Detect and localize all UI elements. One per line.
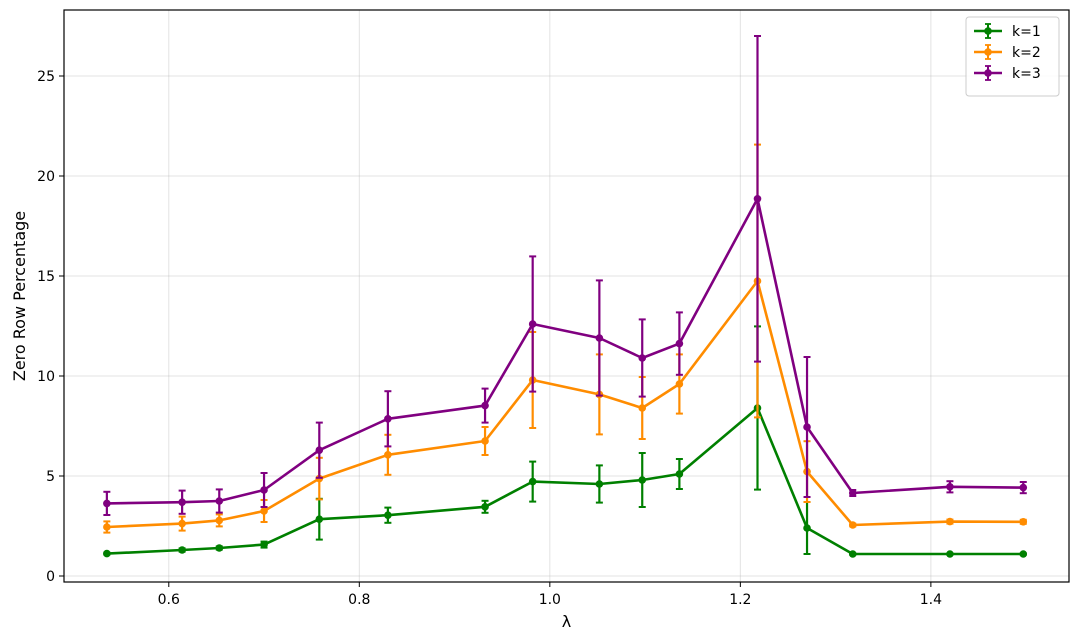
data-point <box>384 415 392 423</box>
data-point <box>178 546 186 554</box>
data-point <box>1019 483 1028 492</box>
x-axis-label: λ <box>562 612 571 631</box>
legend-swatch-marker <box>984 48 992 56</box>
y-axis-label: Zero Row Percentage <box>10 211 29 381</box>
plot-area-frame <box>63 9 1070 583</box>
data-point <box>103 549 111 558</box>
x-tick-label: 0.8 <box>348 592 370 608</box>
legend-label: k=3 <box>1012 66 1041 82</box>
data-point <box>675 380 684 388</box>
y-tick-label: 25 <box>37 69 55 85</box>
legend: k=1 k=2 k=3 <box>965 16 1060 97</box>
data-point <box>384 451 392 459</box>
series-line <box>106 197 1024 505</box>
legend-item: k=3 <box>974 65 1041 82</box>
data-point <box>481 503 489 511</box>
series-layer <box>103 35 1028 558</box>
data-point <box>753 195 762 203</box>
data-point <box>315 515 324 523</box>
series-line <box>106 279 1024 529</box>
data-point <box>260 507 268 515</box>
data-point <box>528 477 537 486</box>
data-point <box>384 511 392 519</box>
legend-item: k=1 <box>974 23 1041 40</box>
legend-swatch-marker <box>984 27 992 35</box>
data-point <box>1019 518 1028 526</box>
legend-label: k=2 <box>1012 45 1041 61</box>
data-point <box>260 540 268 549</box>
data-point <box>103 523 111 531</box>
x-tick-label: 1.0 <box>539 592 561 608</box>
data-point <box>848 521 857 529</box>
x-tick-label: 1.4 <box>920 592 942 608</box>
series-k=3 <box>103 35 1028 516</box>
series-k=1 <box>103 325 1028 558</box>
y-tick-label: 5 <box>46 469 55 485</box>
legend-label: k=1 <box>1012 24 1041 40</box>
grid <box>64 10 1069 582</box>
data-point <box>215 497 224 505</box>
axes: 0.6 0.8 1.0 1.2 1.4 0 5 10 15 20 25 <box>37 69 942 608</box>
data-point <box>595 334 604 342</box>
data-point <box>675 470 684 478</box>
y-tick-label: 20 <box>37 169 55 185</box>
data-point <box>946 483 954 491</box>
data-point <box>638 476 647 484</box>
data-point <box>481 401 489 410</box>
data-point <box>215 516 224 525</box>
y-tick-label: 10 <box>37 369 55 385</box>
data-point <box>178 498 186 507</box>
y-tick-label: 15 <box>37 269 55 285</box>
data-point <box>315 446 324 455</box>
x-tick-label: 1.2 <box>729 592 751 608</box>
data-point <box>178 519 186 528</box>
data-point <box>103 499 111 508</box>
data-point <box>946 550 954 558</box>
data-point <box>528 320 537 328</box>
legend-item: k=2 <box>974 44 1041 61</box>
data-point <box>215 544 224 552</box>
data-point <box>675 339 684 348</box>
data-point <box>1019 550 1028 558</box>
data-point <box>803 423 811 431</box>
data-point <box>946 517 954 526</box>
data-point <box>848 550 857 558</box>
data-point <box>481 437 489 445</box>
data-point <box>595 480 604 488</box>
legend-swatch-marker <box>984 69 992 77</box>
data-point <box>803 524 811 532</box>
data-point <box>260 486 268 494</box>
data-point <box>638 404 647 412</box>
series-k=2 <box>103 143 1028 534</box>
data-point <box>638 354 647 362</box>
series-line <box>106 406 1024 556</box>
y-tick-label: 0 <box>46 569 55 585</box>
x-tick-label: 0.6 <box>158 592 180 608</box>
data-point <box>848 489 857 497</box>
